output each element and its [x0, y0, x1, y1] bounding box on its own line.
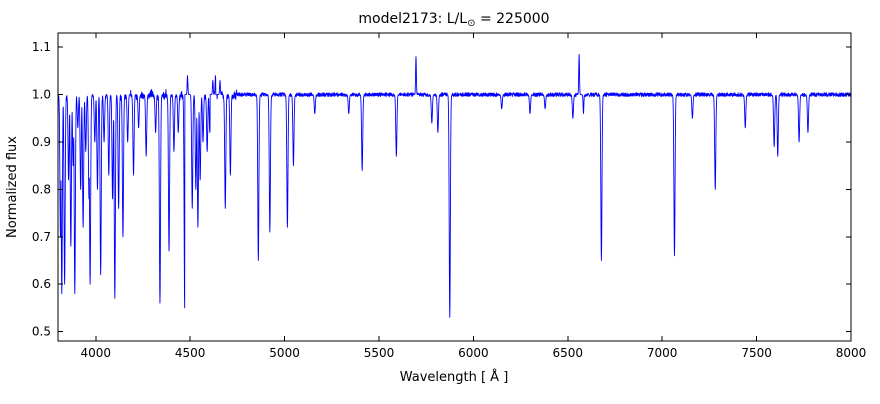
- x-tick-label: 6000: [458, 346, 489, 360]
- y-tick-label: 0.5: [32, 325, 51, 339]
- y-tick-label: 0.9: [32, 135, 51, 149]
- chart-title-suffix: = 225000: [476, 11, 550, 27]
- chart-title-prefix: model2173: L/L: [358, 11, 467, 27]
- x-tick-label: 8000: [836, 346, 867, 360]
- axes: 4000 4500 5000 5500 6000 6500 7000 7500 8000 0.5 0…: [32, 32, 867, 360]
- y-tick-label: 0.6: [32, 277, 51, 291]
- chart-title: model2173: L/L⊙ = 225000: [358, 11, 549, 29]
- x-tick-label: 5500: [364, 346, 395, 360]
- y-tick-label: 0.8: [32, 182, 51, 196]
- y-axis-label: Normalized flux: [5, 136, 20, 238]
- x-tick-label: 7000: [647, 346, 678, 360]
- y-tick-label: 1.1: [32, 40, 51, 54]
- y-tick-label: 1.0: [32, 88, 51, 102]
- sun-symbol: ⊙: [467, 18, 475, 29]
- x-axis-label: Wavelength [ Å ]: [400, 369, 509, 385]
- x-tick-label: 7500: [741, 346, 772, 360]
- spectrum-line: [57, 53, 852, 318]
- y-tick-label: 0.7: [32, 230, 51, 244]
- x-tick-label: 6500: [553, 346, 584, 360]
- x-tick-label: 4500: [175, 346, 206, 360]
- x-tick-label: 4000: [80, 346, 111, 360]
- spectrum-polyline: [57, 53, 852, 318]
- x-tick-label: 5000: [269, 346, 300, 360]
